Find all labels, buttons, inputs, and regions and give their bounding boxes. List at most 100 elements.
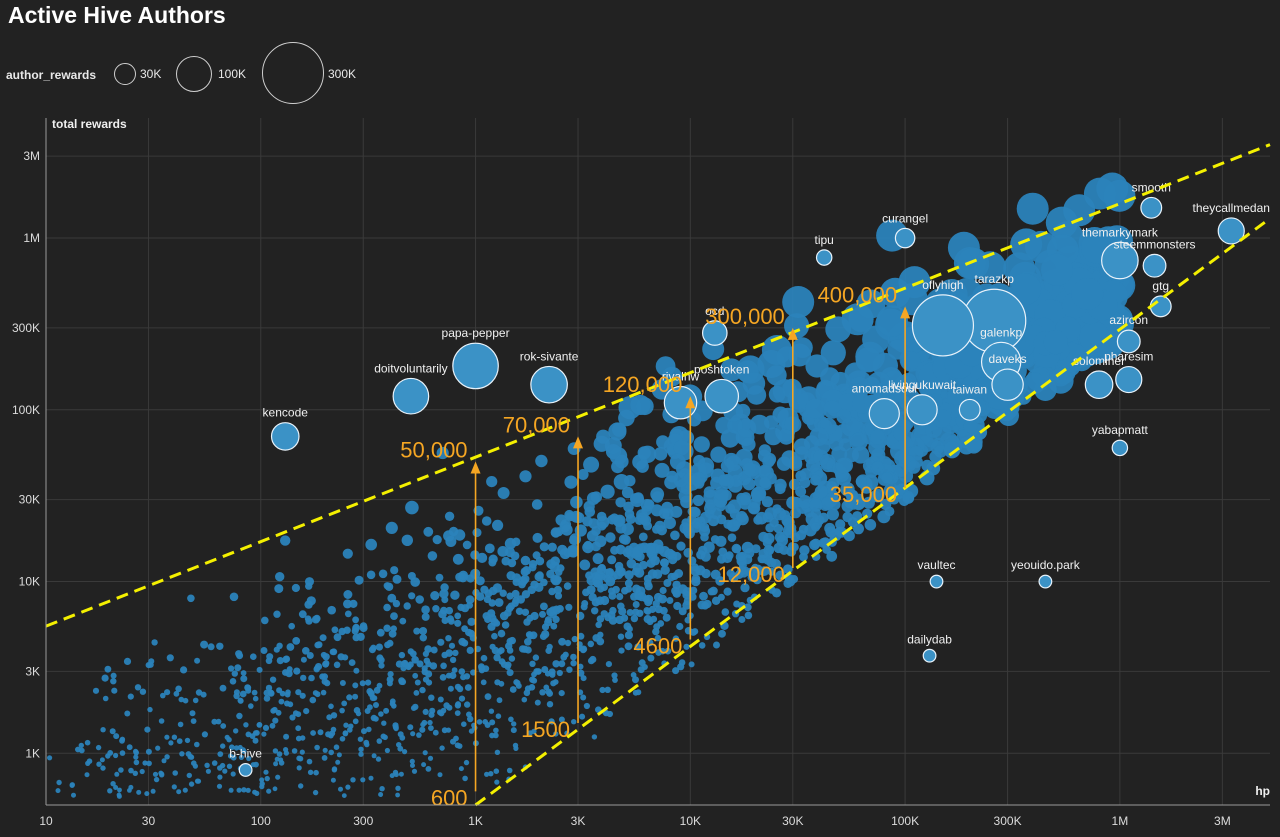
bubble <box>194 657 201 664</box>
axes: 10 30 100 300 1K 3K 10K 30K 100K 300K 1M 3M 1K 3K 10K 3… <box>12 117 1270 828</box>
bubble <box>782 525 794 536</box>
bubble <box>630 614 639 623</box>
bubble <box>342 730 349 736</box>
bubble <box>624 642 633 651</box>
bubble <box>814 485 828 499</box>
bubble <box>284 700 290 707</box>
bubble <box>746 385 767 405</box>
bubble <box>184 737 191 744</box>
bubble <box>741 437 756 452</box>
bubble <box>185 751 192 757</box>
bubble <box>660 558 669 567</box>
bubble <box>744 611 753 620</box>
bubble <box>276 687 283 694</box>
point-b-hive <box>238 763 253 777</box>
bubble <box>851 446 870 464</box>
bubble <box>642 595 650 603</box>
bubble <box>493 768 500 774</box>
bubble <box>544 670 551 677</box>
bubble <box>650 504 664 517</box>
bubble <box>252 737 259 744</box>
trend-lines <box>45 143 1271 807</box>
bubble <box>852 393 873 414</box>
bubble <box>825 316 852 343</box>
bubble <box>692 494 705 507</box>
bubble <box>529 660 536 667</box>
bubble <box>490 617 499 627</box>
bubble <box>465 628 473 637</box>
y-tick-label: 100K <box>12 403 40 417</box>
bubble <box>176 789 182 795</box>
bubble <box>1047 367 1074 394</box>
bubble <box>383 707 390 714</box>
bubble <box>475 576 485 586</box>
bubble <box>330 712 338 719</box>
bubble <box>392 599 401 608</box>
bubble <box>655 356 676 377</box>
bubble <box>482 612 491 620</box>
bubble <box>673 601 682 611</box>
bubble <box>484 543 495 554</box>
bubble <box>133 754 139 760</box>
bubble <box>274 584 284 594</box>
bubble <box>250 653 257 660</box>
bubble <box>128 767 134 774</box>
bubble <box>654 462 670 478</box>
bubble <box>698 525 711 537</box>
bubble <box>588 593 597 602</box>
bubble <box>310 730 316 736</box>
bubble <box>308 674 315 682</box>
bubble <box>366 688 374 695</box>
bubble <box>689 586 698 595</box>
bubble <box>465 595 475 605</box>
bubble <box>309 696 317 704</box>
bubble <box>399 617 407 625</box>
bubble <box>194 778 201 784</box>
bubble <box>304 600 313 609</box>
bubble <box>558 660 566 668</box>
bubble <box>389 698 396 705</box>
bubble <box>236 787 242 793</box>
bubble <box>408 592 416 600</box>
bubble <box>351 627 359 635</box>
bubble <box>429 662 438 670</box>
bubble <box>672 580 681 590</box>
bubble <box>489 719 496 726</box>
bubble <box>740 583 750 593</box>
bubble <box>887 339 908 360</box>
bubble <box>672 635 680 642</box>
bubble <box>605 532 616 543</box>
bubble <box>314 665 321 672</box>
bubble <box>92 687 100 694</box>
bubble <box>558 637 566 646</box>
bubble <box>759 477 771 489</box>
bubble <box>341 700 348 707</box>
bubble <box>626 609 634 616</box>
bubble <box>244 684 252 691</box>
bubble <box>561 524 573 536</box>
bubble <box>758 464 771 477</box>
bubble <box>766 557 777 568</box>
bubble <box>596 564 607 575</box>
bubble <box>360 777 366 783</box>
bubble <box>415 595 425 604</box>
bubble <box>782 286 815 318</box>
bubble <box>322 660 330 668</box>
bubble <box>678 659 686 666</box>
bubble <box>902 492 915 504</box>
bubble <box>313 769 319 776</box>
bubble <box>589 655 597 664</box>
range-low-label: 4600 <box>633 633 682 658</box>
bubble <box>439 589 449 599</box>
bubble <box>571 635 578 643</box>
bubble <box>427 551 438 561</box>
bubble <box>634 567 645 578</box>
bubble <box>809 427 829 446</box>
bubble <box>855 475 867 488</box>
bubble <box>546 701 554 708</box>
bubble <box>580 675 587 682</box>
size-legend: author_rewards 30K 100K 300K <box>6 42 386 106</box>
bubble <box>608 592 617 600</box>
bubble <box>562 651 569 658</box>
